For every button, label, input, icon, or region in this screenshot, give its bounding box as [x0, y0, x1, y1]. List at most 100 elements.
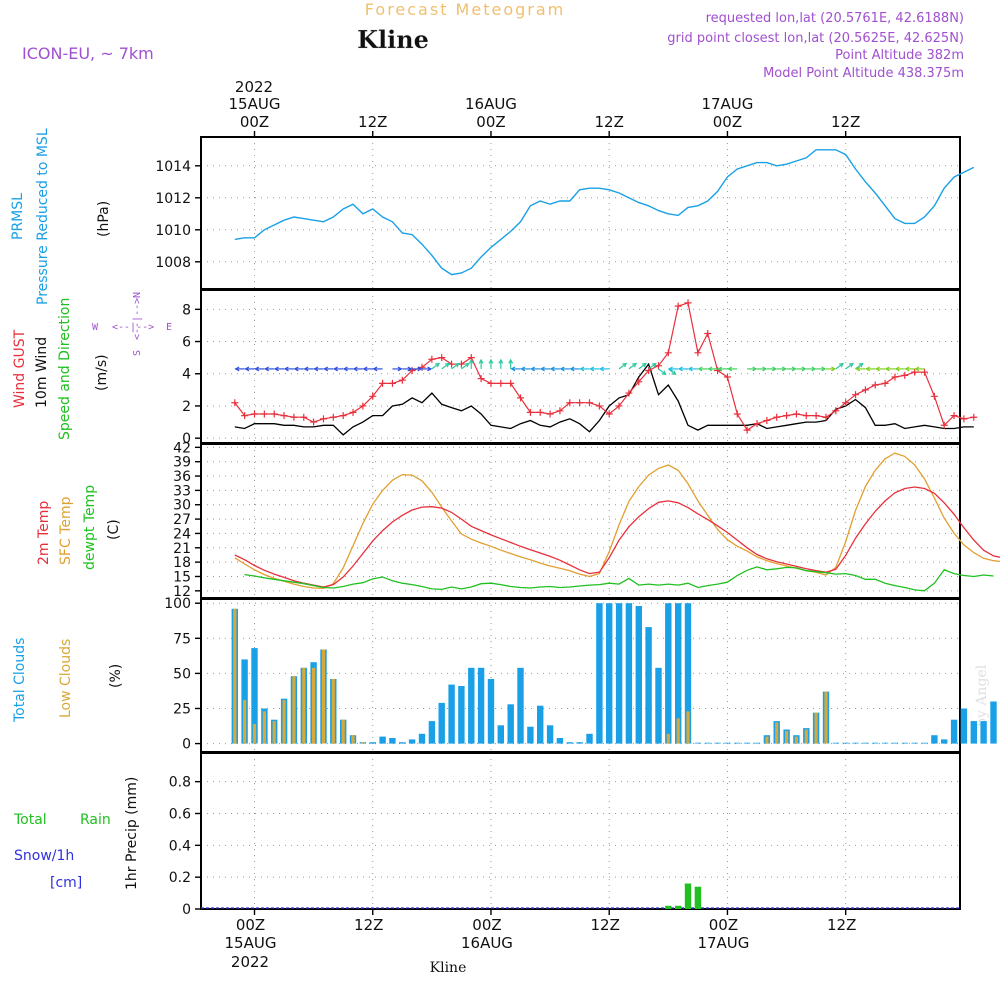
wind-arrow-61	[845, 363, 854, 370]
precip-layer	[201, 883, 960, 909]
ytick-label-4-4: 0.8	[169, 775, 191, 791]
gust-marker-1	[241, 412, 249, 420]
wind-unit: (m/s)	[94, 354, 110, 391]
wind-arrow-39	[628, 363, 637, 370]
low-cloud-bar-45	[676, 718, 680, 744]
gust-marker-65	[871, 381, 879, 389]
sfc-temp-line	[234, 452, 1000, 590]
gust-marker-68	[901, 371, 909, 379]
gust-marker-6	[290, 413, 298, 421]
gust-marker-0	[231, 399, 239, 407]
cloud-label: Total Clouds Low Clouds (%)	[12, 638, 124, 723]
low-cloud-bar-4	[272, 721, 276, 744]
wind-arrowhead-24	[478, 358, 484, 364]
wind-arrowhead-39	[632, 362, 638, 368]
total-cloud-bar-38	[606, 603, 613, 744]
total-cloud-bar-44	[665, 603, 672, 744]
wind-arrowhead-59	[831, 366, 837, 372]
wind-arrow-60	[835, 363, 844, 370]
wind-arrowhead-58	[821, 366, 827, 372]
top-tick-label-0: 00Z	[240, 113, 269, 131]
bottom-year-label: 2022	[231, 953, 269, 971]
gust-marker-27	[497, 379, 505, 387]
low-cloud-bar-10	[331, 679, 335, 744]
total-cloud-bar-26	[487, 679, 495, 744]
ytick-label-4-3: 0.6	[169, 806, 191, 822]
compass-s: S	[132, 350, 143, 356]
gust-marker-69	[911, 368, 919, 376]
total-cloud-bar-39	[615, 603, 623, 744]
gust-marker-31	[536, 408, 544, 416]
ytick-label-2-7: 33	[173, 483, 191, 499]
total-cloud-bar-72	[941, 739, 948, 744]
gust-marker-21	[438, 354, 446, 362]
wind-arrow-41	[648, 363, 657, 370]
bottom-tick-label-1: 12Z	[354, 916, 383, 934]
wind-arrowhead-17	[417, 366, 423, 372]
wind-arrowhead-12	[352, 366, 358, 372]
wind-arrowhead-3	[263, 366, 270, 372]
wind-arrowhead-51	[752, 366, 758, 372]
total-cloud-bar-16	[389, 738, 396, 744]
wind-arrowhead-13	[362, 366, 368, 372]
gust-marker-16	[388, 379, 396, 387]
gust-marker-73	[950, 412, 958, 420]
bottom-date-1: 16AUG	[461, 934, 513, 952]
total-cloud-bar-73	[950, 719, 958, 744]
total-cloud-bar-42	[645, 627, 652, 744]
bottom-date-2: 17AUG	[697, 934, 749, 952]
total-cloud-bar-24	[468, 667, 475, 744]
top-tick-label-4: 00Z	[713, 113, 742, 131]
compass-e: E	[166, 322, 172, 333]
wind-arrowhead-22	[464, 362, 470, 368]
total-cloud-bar-35	[576, 742, 583, 744]
wind-arrowhead-8	[313, 366, 319, 372]
wind-arrowhead-68	[904, 366, 910, 372]
gust-marker-2	[251, 410, 258, 418]
wind-arrowhead-56	[801, 366, 807, 372]
wind-arrowhead-61	[848, 362, 854, 368]
bottom-tick-label-5: 12Z	[827, 916, 856, 934]
wind-arrow-62	[855, 363, 864, 370]
wind-arrowhead-49	[717, 366, 723, 372]
ytick-label-1-4: 8	[182, 302, 191, 318]
gust-marker-32	[546, 410, 554, 418]
wind-arrowhead-31	[539, 366, 545, 372]
meteogram-title: Forecast Meteogram	[365, 0, 565, 19]
gust-marker-17	[398, 376, 406, 384]
total-cloud-bar-25	[477, 667, 485, 744]
top-tick-label-1: 12Z	[358, 113, 387, 131]
cloud-unit: (%)	[108, 664, 124, 688]
total-cloud-bar-65	[872, 742, 879, 744]
cloud-label-low: Low Clouds	[58, 639, 74, 718]
wind-arrowhead-28	[510, 366, 516, 372]
low-cloud-bar-60	[824, 691, 828, 744]
ytick-label-4-0: 0	[182, 902, 191, 918]
total-cloud-bar-36	[586, 733, 593, 744]
low-cloud-bar-12	[351, 735, 355, 744]
gust-marker-5	[280, 412, 288, 420]
gust-marker-19	[418, 363, 426, 371]
low-cloud-bar-9	[321, 649, 326, 744]
ytick-label-2-3: 21	[173, 541, 191, 557]
gust-marker-14	[369, 392, 377, 400]
wind-arrowhead-46	[687, 366, 693, 372]
wind-arrowhead-43	[671, 370, 677, 376]
total-cloud-bar-32	[546, 725, 554, 744]
ytick-label-1-0: 0	[182, 431, 191, 447]
station-title: Kline	[357, 25, 429, 54]
wind-arrowhead-67	[894, 366, 900, 372]
gust-marker-4	[270, 410, 278, 418]
wind-arrow-38	[618, 363, 627, 370]
gust-marker-3	[260, 410, 268, 418]
temp-2m-line	[234, 486, 1000, 588]
ytick-label-2-0: 12	[173, 584, 191, 600]
total-cloud-bar-70	[921, 742, 928, 744]
gust-marker-20	[428, 355, 436, 363]
gust-marker-13	[359, 402, 367, 410]
wind-arrowhead-2	[254, 366, 260, 372]
low-cloud-bar-5	[282, 700, 286, 744]
top-date-2: 17AUG	[701, 95, 753, 113]
total-cloud-bar-46	[684, 603, 692, 744]
ytick-label-2-4: 24	[173, 526, 191, 542]
